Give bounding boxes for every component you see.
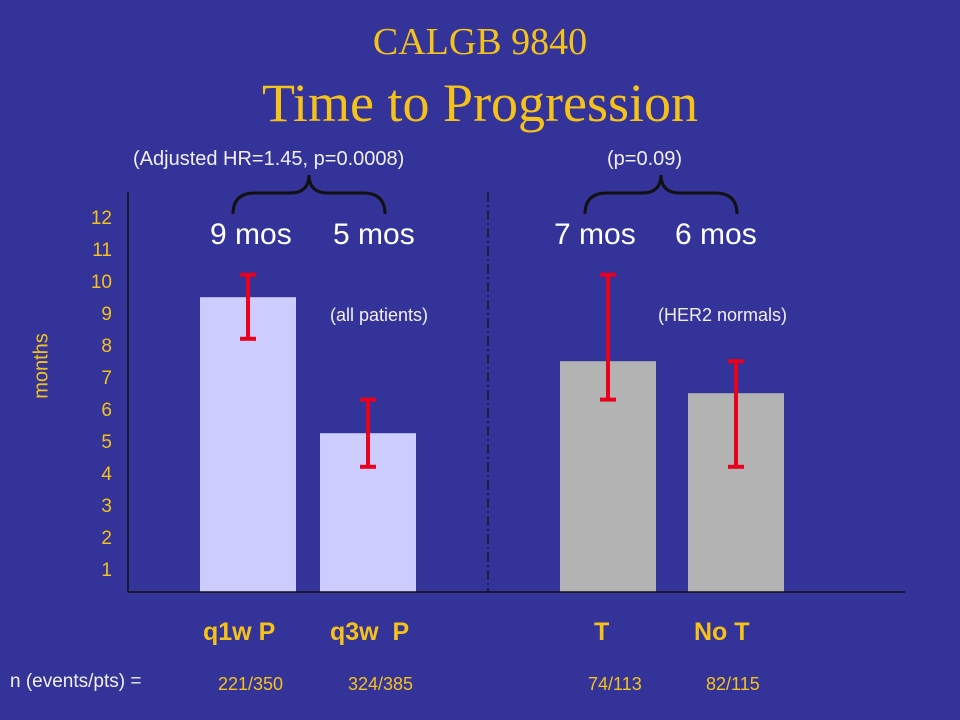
error-bar bbox=[600, 272, 616, 402]
y-tick-label: 2 bbox=[101, 528, 112, 549]
y-tick-label: 6 bbox=[101, 400, 112, 421]
n-events-label: n (events/pts) = bbox=[10, 671, 142, 692]
category-label-q3w: q3w P bbox=[330, 618, 410, 646]
n-value-q1w: 221/350 bbox=[218, 674, 284, 694]
category-label-no-t: No T bbox=[694, 618, 750, 646]
left-stats-note: (Adjusted HR=1.45, p=0.0008) bbox=[133, 148, 405, 170]
study-name: CALGB 9840 bbox=[372, 21, 588, 63]
left-group-label: (all patients) bbox=[330, 305, 429, 325]
n-value-q3w: 324/385 bbox=[348, 674, 414, 694]
y-tick-label: 5 bbox=[101, 432, 112, 453]
y-tick-label: 12 bbox=[91, 208, 112, 229]
y-tick-label: 1 bbox=[101, 560, 112, 581]
error-bar bbox=[240, 272, 256, 341]
y-tick-label: 9 bbox=[101, 304, 112, 325]
category-label-q1w: q1w P bbox=[203, 618, 276, 646]
right-group-label: (HER2 normals) bbox=[658, 305, 788, 325]
y-tick-label: 4 bbox=[101, 464, 112, 485]
left-group-brace bbox=[231, 174, 387, 215]
y-tick-label: 11 bbox=[92, 240, 112, 261]
n-value-no-t: 82/115 bbox=[706, 674, 760, 694]
error-bar bbox=[728, 359, 744, 469]
y-tick-label: 7 bbox=[101, 368, 112, 389]
bar bbox=[200, 297, 296, 592]
value-label-no-t: 6 mos bbox=[675, 218, 757, 251]
chart-title: Time to Progression bbox=[261, 73, 699, 133]
y-tick-label: 8 bbox=[101, 336, 112, 357]
value-label-q3w: 5 mos bbox=[333, 218, 415, 251]
n-value-t: 74/113 bbox=[588, 674, 642, 694]
y-tick-label: 10 bbox=[91, 272, 112, 293]
error-bar bbox=[360, 397, 376, 469]
value-label-q1w: 9 mos bbox=[210, 218, 292, 251]
right-stats-note: (p=0.09) bbox=[607, 148, 683, 170]
category-label-t: T bbox=[594, 618, 610, 646]
right-group-brace bbox=[583, 174, 739, 215]
y-tick-label: 3 bbox=[101, 496, 112, 517]
value-label-t: 7 mos bbox=[554, 218, 636, 251]
